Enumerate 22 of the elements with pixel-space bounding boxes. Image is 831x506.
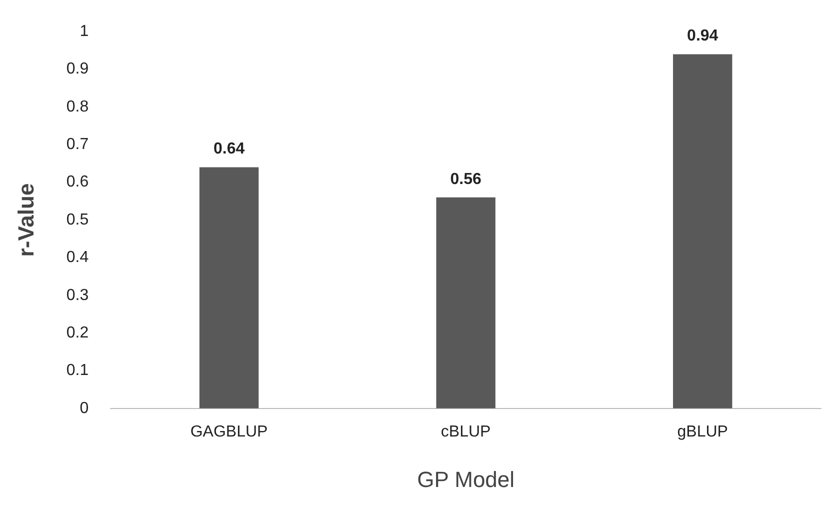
x-tick-label: GAGBLUP bbox=[190, 423, 268, 440]
y-tick-label: 0.4 bbox=[66, 249, 89, 266]
y-tick-label: 0.3 bbox=[66, 286, 89, 304]
bar bbox=[673, 54, 732, 408]
y-tick-label: 0.1 bbox=[66, 362, 89, 380]
y-tick-label: 0.7 bbox=[66, 136, 89, 154]
x-tick-label: cBLUP bbox=[440, 423, 491, 440]
data-label: 0.56 bbox=[450, 170, 482, 188]
y-tick-label: 0.6 bbox=[66, 174, 89, 191]
y-tick-label: 0 bbox=[80, 400, 89, 417]
y-tick-label: 0.5 bbox=[66, 211, 89, 228]
bar bbox=[436, 197, 496, 408]
bar bbox=[199, 167, 259, 408]
y-tick-label: 0.8 bbox=[66, 98, 89, 116]
y-axis-title: r-Value bbox=[13, 183, 38, 257]
y-tick-label: 1 bbox=[80, 23, 89, 40]
x-tick-label: gBLUP bbox=[677, 423, 728, 440]
data-label: 0.94 bbox=[687, 28, 718, 45]
y-tick-label: 0.9 bbox=[66, 60, 89, 78]
data-label: 0.64 bbox=[213, 140, 245, 158]
y-tick-label: 0.2 bbox=[66, 324, 89, 342]
x-axis-title: GP Model bbox=[417, 466, 515, 492]
